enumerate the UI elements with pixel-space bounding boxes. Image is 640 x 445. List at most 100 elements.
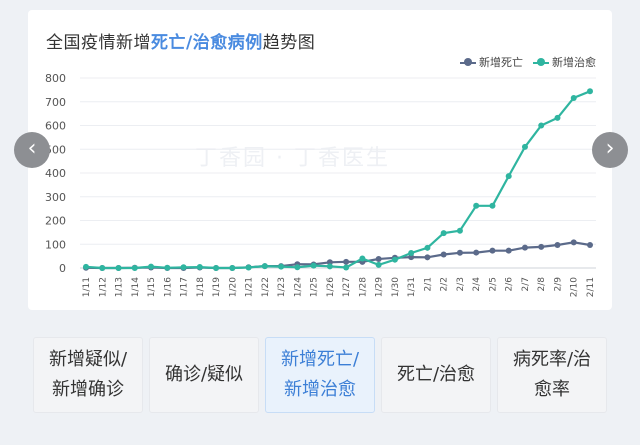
x-tick-label: 1/31 bbox=[407, 277, 417, 297]
data-point-death bbox=[473, 249, 480, 256]
watermark: 丁香园 · 丁香医生 bbox=[195, 146, 390, 171]
data-point-death bbox=[521, 244, 528, 251]
legend-label-death: 新增死亡 bbox=[479, 56, 523, 69]
prev-arrow-button[interactable]: ‹ bbox=[14, 132, 50, 168]
data-point-cure bbox=[213, 265, 220, 271]
data-point-cure bbox=[343, 264, 350, 271]
data-point-cure bbox=[115, 265, 122, 271]
tab-fatality-cure-rate[interactable]: 病死率/治愈率 bbox=[497, 337, 607, 413]
data-point-death bbox=[505, 247, 512, 254]
y-tick-label: 700 bbox=[45, 96, 66, 109]
x-tick-label: 2/6 bbox=[505, 277, 515, 292]
x-tick-label: 2/1 bbox=[423, 277, 433, 291]
chart-title: 全国疫情新增死亡/治愈病例趋势图 bbox=[46, 33, 316, 53]
y-tick-label: 200 bbox=[45, 215, 66, 228]
data-point-death bbox=[587, 241, 593, 248]
data-point-cure bbox=[587, 88, 593, 95]
x-tick-label: 2/9 bbox=[553, 277, 563, 292]
legend-item-death[interactable]: 新增死亡 bbox=[460, 54, 523, 70]
data-point-cure bbox=[473, 202, 480, 209]
x-tick-label: 2/8 bbox=[537, 277, 547, 292]
data-point-death bbox=[456, 249, 463, 256]
data-point-cure bbox=[83, 263, 89, 270]
x-tick-label: 1/29 bbox=[375, 277, 385, 297]
x-tick-label: 1/17 bbox=[180, 277, 190, 297]
data-point-death bbox=[343, 258, 350, 265]
data-point-cure bbox=[570, 94, 577, 101]
data-point-cure bbox=[391, 256, 398, 263]
data-point-cure bbox=[424, 244, 431, 251]
data-point-cure bbox=[521, 143, 528, 150]
chart-legend[interactable]: 新增死亡 新增治愈 bbox=[460, 54, 596, 70]
data-point-cure bbox=[538, 122, 545, 129]
x-tick-label: 2/2 bbox=[440, 277, 450, 291]
x-tick-label: 1/27 bbox=[342, 277, 352, 297]
data-point-death bbox=[570, 239, 577, 246]
chart-title-highlight: 死亡/治愈病例 bbox=[151, 33, 263, 53]
x-tick-label: 1/19 bbox=[212, 277, 222, 297]
x-tick-label: 1/20 bbox=[228, 277, 238, 297]
next-arrow-button[interactable]: › bbox=[592, 132, 628, 168]
chart-tabs: 新增疑似/新增确诊 确诊/疑似 新增死亡/新增治愈 死亡/治愈 病死率/治愈率 bbox=[33, 337, 607, 413]
x-tick-label: 1/28 bbox=[358, 277, 368, 297]
x-tick-label: 1/14 bbox=[131, 277, 141, 297]
x-tick-label: 2/3 bbox=[456, 277, 466, 291]
data-point-death bbox=[489, 247, 496, 254]
tab-new-suspected-confirmed[interactable]: 新增疑似/新增确诊 bbox=[33, 337, 143, 413]
data-point-cure bbox=[554, 114, 561, 121]
tab-new-death-cure[interactable]: 新增死亡/新增治愈 bbox=[265, 337, 375, 413]
x-tick-label: 2/7 bbox=[521, 277, 531, 291]
x-tick-label: 2/5 bbox=[488, 277, 498, 291]
data-point-cure bbox=[359, 255, 366, 262]
y-tick-label: 0 bbox=[59, 262, 66, 275]
y-tick-label: 300 bbox=[45, 191, 66, 204]
legend-marker-death bbox=[460, 58, 476, 66]
tab-confirmed-suspected[interactable]: 确诊/疑似 bbox=[149, 337, 259, 413]
data-point-cure bbox=[131, 265, 138, 271]
x-tick-label: 1/30 bbox=[391, 277, 401, 297]
data-point-death bbox=[554, 241, 561, 248]
x-tick-label: 1/25 bbox=[310, 277, 320, 297]
data-point-cure bbox=[261, 263, 268, 270]
data-point-cure bbox=[99, 265, 106, 271]
data-point-cure bbox=[294, 264, 301, 271]
data-point-cure bbox=[440, 230, 447, 237]
line-chart: 0 100 200 300 400 500 600 700 800 1/11 1/12 1/13 1/1… bbox=[45, 72, 596, 297]
legend-marker-cure bbox=[533, 58, 549, 66]
y-tick-label: 600 bbox=[45, 120, 66, 133]
data-point-death bbox=[538, 243, 545, 250]
data-point-cure bbox=[310, 262, 317, 269]
series-line-death bbox=[85, 241, 591, 270]
y-tick-label: 400 bbox=[45, 167, 66, 180]
series-line-cure bbox=[85, 90, 591, 270]
data-point-cure bbox=[326, 263, 333, 270]
data-point-cure bbox=[408, 250, 415, 257]
x-tick-label: 1/22 bbox=[261, 277, 271, 297]
tab-death-cure[interactable]: 死亡/治愈 bbox=[381, 337, 491, 413]
x-tick-label: 1/18 bbox=[196, 277, 206, 297]
data-point-cure bbox=[505, 173, 512, 180]
data-point-cure bbox=[489, 202, 496, 209]
data-point-cure bbox=[456, 227, 463, 234]
data-point-cure bbox=[196, 264, 203, 271]
legend-label-cure: 新增治愈 bbox=[552, 56, 596, 69]
data-point-cure bbox=[375, 261, 382, 268]
x-tick-label: 1/24 bbox=[293, 277, 303, 297]
data-point-cure bbox=[245, 264, 252, 271]
y-tick-label: 100 bbox=[45, 238, 66, 251]
x-tick-label: 1/26 bbox=[326, 277, 336, 297]
data-point-cure bbox=[164, 264, 171, 271]
data-point-cure bbox=[148, 263, 155, 270]
x-tick-label: 1/13 bbox=[115, 277, 125, 297]
legend-item-cure[interactable]: 新增治愈 bbox=[533, 54, 596, 70]
x-tick-label: 2/11 bbox=[586, 277, 596, 297]
x-tick-label: 1/12 bbox=[98, 277, 108, 297]
x-tick-label: 1/11 bbox=[82, 277, 92, 297]
x-tick-label: 1/23 bbox=[277, 277, 287, 297]
data-point-cure bbox=[229, 265, 236, 271]
chart-card: 全国疫情新增死亡/治愈病例趋势图 新增死亡 新增治愈 bbox=[28, 10, 612, 310]
y-tick-label: 800 bbox=[45, 72, 66, 85]
x-tick-label: 1/15 bbox=[147, 277, 157, 297]
x-tick-label: 2/4 bbox=[472, 277, 482, 292]
x-tick-label: 1/16 bbox=[163, 277, 173, 297]
